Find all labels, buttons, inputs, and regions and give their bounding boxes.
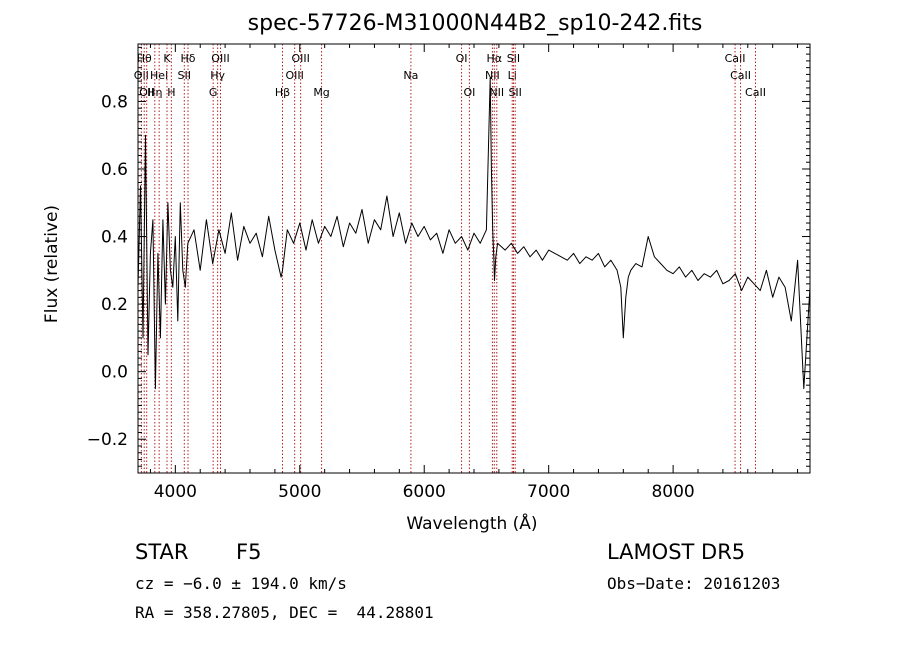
y-axis-ticks: −0.2 0.0 0.2 0.4 0.6 0.8 — [87, 46, 810, 467]
chart-title: spec-57726-M31000N44B2_sp10-242.fits — [248, 11, 703, 36]
y-tick-label: 0.6 — [101, 160, 128, 180]
spectrum-line — [137, 77, 811, 390]
spectral-line-markers: OIIHθOIIHηHeIKHSIIHδGHγOIIIHβOIIIOIIIMgN… — [134, 44, 766, 473]
marker-label: NII — [485, 69, 500, 82]
marker-label: OI — [463, 86, 475, 99]
x-tick-label: 7000 — [527, 482, 570, 502]
y-tick-label: −0.2 — [87, 430, 128, 450]
marker-label: Hγ — [210, 69, 225, 82]
marker-label: SII — [507, 52, 520, 65]
obs-date: Obs−Date: 20161203 — [607, 574, 781, 593]
marker-label: OIII — [291, 52, 309, 65]
survey-name: LAMOST DR5 — [607, 540, 746, 564]
plot-frame — [137, 43, 811, 474]
x-axis-ticks: 4000 5000 6000 7000 8000 — [149, 44, 799, 502]
x-tick-label: 8000 — [651, 482, 694, 502]
object-class: STAR — [135, 540, 189, 564]
marker-label: NII — [489, 86, 504, 99]
marker-label: G — [209, 86, 218, 99]
x-tick-label: 5000 — [278, 482, 321, 502]
y-tick-label: 0.2 — [101, 295, 128, 315]
marker-label: Hα — [487, 52, 503, 65]
marker-label: H — [167, 86, 175, 99]
y-tick-label: 0.8 — [101, 92, 128, 112]
marker-label: Hη — [147, 86, 162, 99]
marker-label: CaII — [745, 86, 766, 99]
x-axis-label: Wavelength (Å) — [406, 512, 537, 534]
spectrum-series — [137, 77, 811, 390]
x-tick-label: 4000 — [154, 482, 197, 502]
marker-label: Mg — [313, 86, 329, 99]
marker-label: Hθ — [137, 52, 152, 65]
marker-label: Hβ — [275, 86, 290, 99]
marker-label: Li — [508, 69, 517, 82]
marker-label: K — [163, 52, 171, 65]
y-tick-label: 0.4 — [101, 228, 128, 248]
marker-label: HeI — [150, 69, 168, 82]
coordinates: RA = 358.27805, DEC = 44.28801 — [135, 603, 434, 622]
y-tick-label: 0.0 — [101, 363, 128, 383]
marker-label: Hδ — [181, 52, 196, 65]
y-axis-label: Flux (relative) — [42, 205, 62, 323]
x-tick-label: 6000 — [403, 482, 446, 502]
marker-label: OIII — [285, 69, 303, 82]
marker-label: SII — [178, 69, 191, 82]
marker-label: SII — [508, 86, 521, 99]
marker-label: Na — [403, 69, 418, 82]
marker-label: OI — [456, 52, 468, 65]
object-subclass: F5 — [236, 540, 262, 564]
marker-label: CaII — [730, 69, 751, 82]
marker-label: OIII — [211, 52, 229, 65]
redshift-info: cz = −6.0 ± 194.0 km/s — [135, 574, 347, 593]
marker-label: CaII — [725, 52, 746, 65]
marker-label: OII — [139, 86, 154, 99]
